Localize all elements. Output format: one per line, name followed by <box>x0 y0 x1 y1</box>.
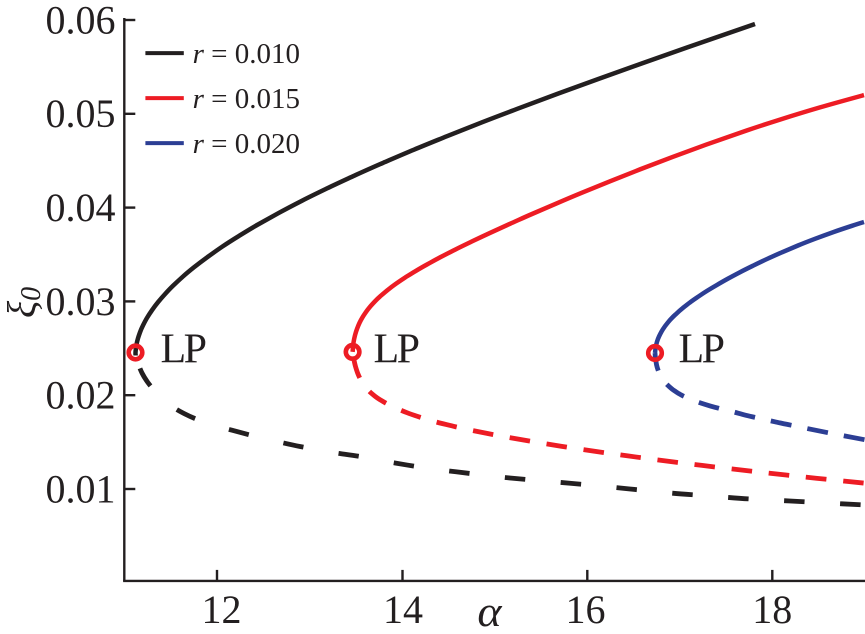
svg-text:16: 16 <box>566 587 606 632</box>
svg-text:0.01: 0.01 <box>46 466 116 511</box>
svg-text:18: 18 <box>752 587 792 632</box>
svg-text:LP: LP <box>679 326 724 372</box>
svg-text:r = 0.020: r = 0.020 <box>193 128 300 160</box>
svg-text:0.04: 0.04 <box>46 185 116 230</box>
svg-text:14: 14 <box>383 587 423 632</box>
svg-text:LP: LP <box>374 326 419 372</box>
svg-text:12: 12 <box>202 587 242 632</box>
svg-text:0.05: 0.05 <box>46 91 116 136</box>
svg-text:0.06: 0.06 <box>46 0 116 42</box>
svg-text:0.02: 0.02 <box>46 373 116 418</box>
svg-text:0.03: 0.03 <box>46 279 116 324</box>
svg-text:r = 0.010: r = 0.010 <box>193 38 300 70</box>
svg-text:LP: LP <box>161 326 206 372</box>
svg-text:r = 0.015: r = 0.015 <box>193 83 300 115</box>
svg-text:α: α <box>477 587 503 634</box>
